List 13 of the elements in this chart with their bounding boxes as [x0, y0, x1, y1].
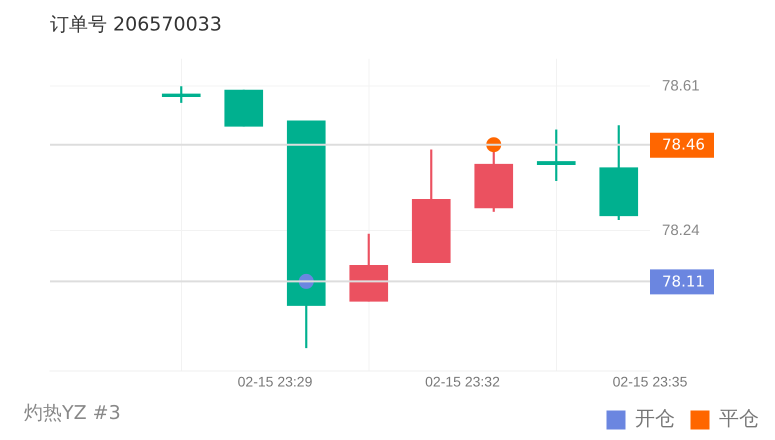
x-tick-label: 02-15 23:32 — [425, 373, 500, 390]
chart-title: 订单号 206570033 — [50, 13, 222, 36]
legend-label: 开仓 — [635, 406, 675, 430]
y-tick-label: 78.24 — [662, 222, 700, 239]
legend-label: 平仓 — [719, 406, 759, 430]
x-tick-label: 02-15 23:29 — [238, 373, 313, 390]
ref-line-label: 78.46 — [662, 136, 705, 154]
candlestick — [162, 86, 201, 103]
text: 灼热YZ #3 — [24, 401, 121, 426]
x-tick-label: 02-15 23:35 — [612, 373, 688, 390]
candlestick — [536, 130, 576, 181]
ref-line-label: 78.11 — [662, 272, 705, 290]
y-tick-label: 78.61 — [662, 77, 700, 94]
